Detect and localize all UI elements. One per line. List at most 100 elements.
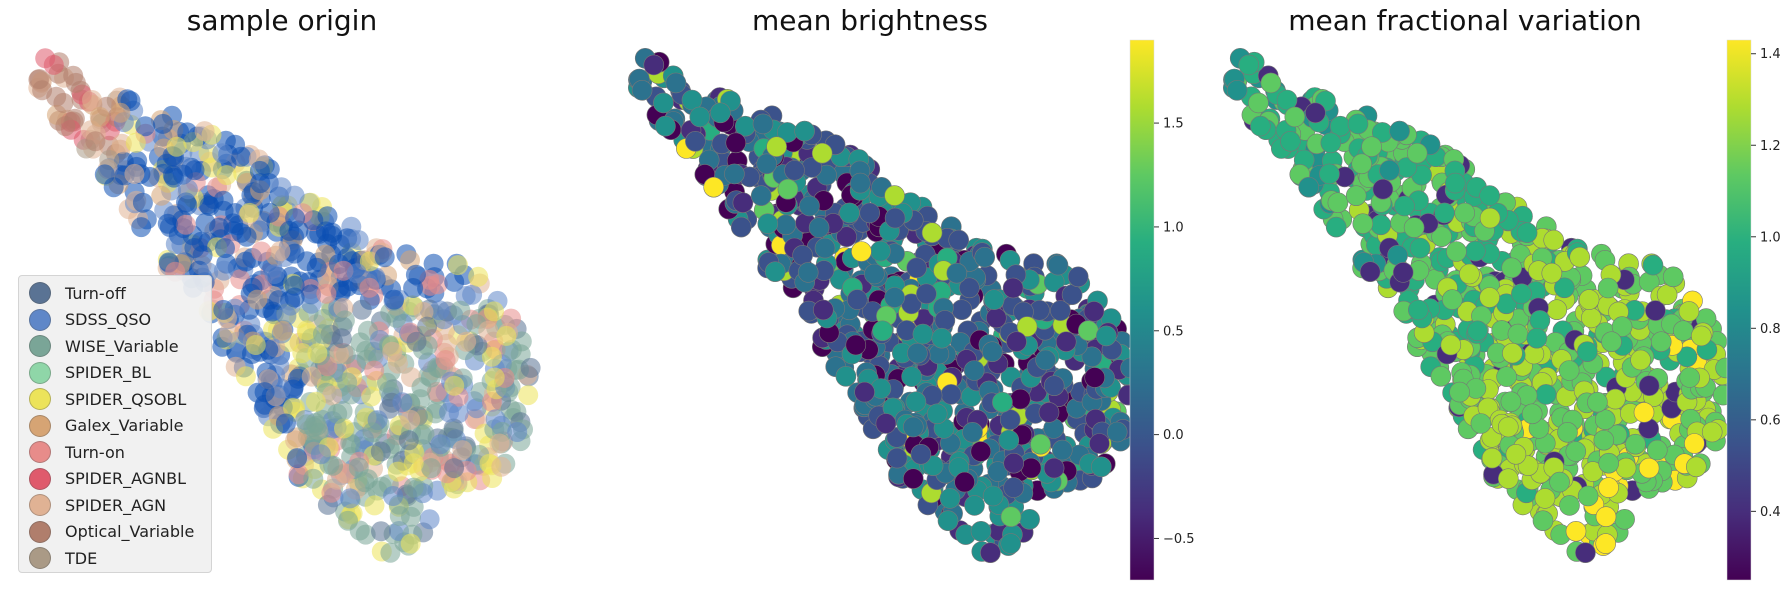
scatter-point bbox=[296, 320, 317, 341]
scatter-point bbox=[153, 113, 173, 134]
scatter-point bbox=[1597, 277, 1619, 299]
scatter-point bbox=[1684, 433, 1705, 454]
scatter-point bbox=[1516, 222, 1538, 243]
scatter-point bbox=[177, 122, 198, 143]
scatter-point bbox=[364, 360, 385, 381]
scatter-point bbox=[292, 343, 313, 363]
scatter-point bbox=[386, 307, 407, 328]
scatter-point bbox=[1047, 254, 1069, 276]
scatter-point bbox=[215, 238, 235, 259]
scatter-point bbox=[177, 179, 198, 200]
scatter-point bbox=[872, 320, 893, 342]
scatter-point bbox=[301, 293, 322, 314]
scatter-point bbox=[374, 247, 395, 268]
scatter-point bbox=[370, 441, 391, 462]
scatter-point bbox=[1305, 102, 1326, 124]
scatter-point bbox=[757, 213, 779, 234]
scatter-point bbox=[1535, 384, 1557, 405]
scatter-point bbox=[1505, 443, 1527, 465]
scatter-mean-brightness bbox=[627, 47, 1141, 564]
scatter-point bbox=[400, 409, 421, 430]
scatter-point bbox=[270, 378, 291, 399]
scatter-point bbox=[401, 506, 421, 527]
scatter-point bbox=[954, 471, 975, 493]
legend-label: Turn-on bbox=[65, 442, 125, 462]
scatter-point bbox=[985, 307, 1007, 329]
scatter-point bbox=[1449, 381, 1470, 403]
scatter-point bbox=[1409, 237, 1431, 259]
scatter-point bbox=[974, 246, 996, 268]
scatter-point bbox=[387, 461, 408, 482]
legend-entry: Optical_Variable bbox=[27, 519, 211, 546]
chart-title-mean-brightness: mean brightness bbox=[751, 4, 989, 37]
scatter-point bbox=[264, 264, 285, 284]
colorbar-tick-label: 0.8 bbox=[1760, 322, 1781, 337]
chart-title-mean-fractional-variation: mean fractional variation bbox=[1288, 4, 1642, 37]
scatter-point bbox=[835, 365, 857, 387]
scatter-point bbox=[681, 89, 703, 111]
scatter-point bbox=[799, 195, 820, 217]
colorbar-mean-fractional-variation: 0.4 0.6 0.8 1.0 1.2 1.4 bbox=[1726, 39, 1781, 581]
scatter-point bbox=[631, 80, 653, 101]
scatter-point bbox=[1500, 391, 1522, 413]
scatter-sample-origin bbox=[28, 48, 541, 563]
legend-entry: SDSS_QSO bbox=[27, 307, 211, 334]
scatter-point bbox=[937, 510, 959, 532]
scatter-point bbox=[905, 391, 927, 413]
scatter-point bbox=[1078, 320, 1099, 342]
colorbar-tick-label: 1.5 bbox=[1163, 117, 1184, 132]
scatter-point bbox=[963, 360, 985, 381]
scatter-point bbox=[135, 116, 156, 137]
scatter-point bbox=[916, 283, 937, 305]
scatter-point bbox=[999, 409, 1021, 431]
legend-swatch bbox=[29, 361, 51, 384]
legend-swatch bbox=[29, 494, 51, 517]
scatter-point bbox=[1501, 257, 1522, 279]
scatter-point bbox=[380, 542, 401, 563]
legend-swatch bbox=[29, 441, 51, 464]
scatter-point bbox=[1630, 349, 1651, 371]
scatter-point bbox=[1003, 477, 1024, 498]
scatter-point bbox=[439, 402, 459, 423]
legend-label: SPIDER_AGNBL bbox=[65, 469, 186, 489]
colorbar-tick-label: 1.0 bbox=[1760, 230, 1781, 245]
scatter-point bbox=[1601, 331, 1622, 353]
scatter-point bbox=[43, 54, 64, 75]
scatter-point bbox=[53, 92, 74, 113]
scatter-point bbox=[1434, 202, 1455, 224]
scatter-point bbox=[1408, 299, 1429, 321]
scatter-point bbox=[435, 350, 456, 370]
scatter-point bbox=[212, 143, 233, 164]
scatter-point bbox=[456, 331, 477, 352]
scatter-point bbox=[1593, 429, 1615, 451]
scatter-point bbox=[1446, 241, 1467, 262]
scatter-point bbox=[1565, 441, 1587, 462]
scatter-point bbox=[417, 316, 438, 337]
scatter-point bbox=[1298, 176, 1319, 198]
scatter-point bbox=[1507, 323, 1529, 345]
scatter-point bbox=[312, 324, 333, 345]
legend-swatch bbox=[29, 335, 51, 358]
scatter-point bbox=[1615, 457, 1637, 479]
scatter-point bbox=[794, 120, 815, 142]
scatter-point bbox=[1546, 299, 1568, 321]
scatter-point bbox=[361, 386, 382, 407]
scatter-point bbox=[884, 185, 905, 206]
scatter-point bbox=[1276, 89, 1298, 111]
scatter-point bbox=[157, 213, 178, 234]
legend-entry: Galex_Variable bbox=[27, 413, 211, 440]
scatter-point bbox=[875, 413, 897, 434]
scatter-point bbox=[307, 343, 328, 364]
scatter-point bbox=[1352, 213, 1374, 234]
scatter-point bbox=[125, 132, 146, 153]
scatter-point bbox=[1430, 365, 1452, 387]
scatter-point bbox=[131, 217, 152, 238]
legend-entry: SPIDER_AGNBL bbox=[27, 466, 211, 493]
scatter-point bbox=[1431, 226, 1452, 247]
scatter-point bbox=[139, 166, 160, 187]
scatter-point bbox=[355, 524, 376, 545]
scatter-point bbox=[213, 260, 234, 281]
legend-label: Galex_Variable bbox=[65, 416, 184, 436]
scatter-point bbox=[429, 300, 450, 321]
